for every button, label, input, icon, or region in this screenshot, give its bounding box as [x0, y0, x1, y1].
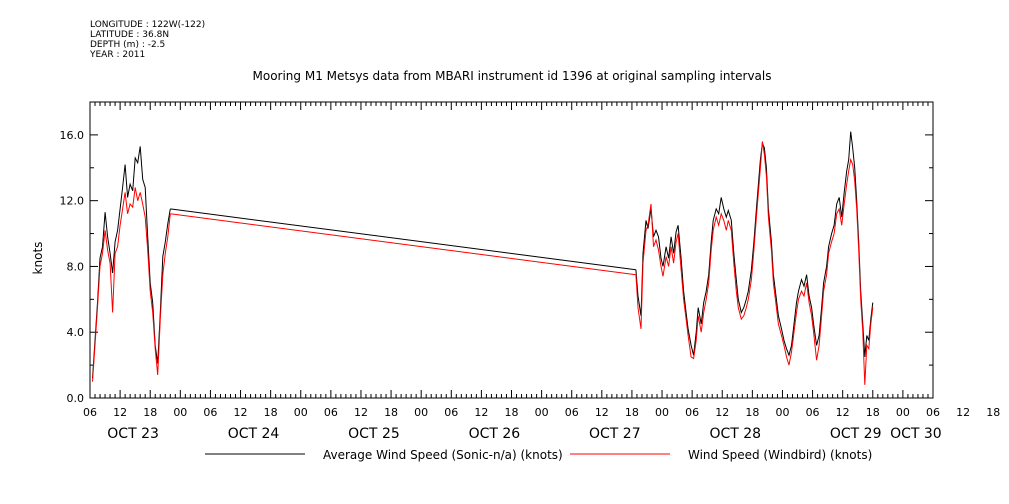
x-tick-label: 18: [745, 406, 759, 419]
latitude-text: LATITUDE : 36.8N: [90, 30, 170, 40]
x-tick-label: 12: [836, 406, 850, 419]
x-tick-label: 00: [896, 406, 910, 419]
x-day-label: OCT 25: [348, 426, 400, 442]
x-tick-label: 18: [143, 406, 157, 419]
series-0-segment-2: [635, 131, 874, 357]
series-0-segment-1: [92, 146, 171, 379]
x-tick-label: 18: [264, 406, 278, 419]
series-1-segment-1: [92, 187, 171, 382]
series-0-gap-line: [170, 208, 636, 271]
x-tick-label: 12: [234, 406, 248, 419]
x-day-label: OCT 26: [469, 426, 521, 442]
series-1-segment-2: [635, 141, 874, 385]
x-tick-label: 06: [203, 406, 217, 419]
x-tick-label: 18: [986, 406, 1000, 419]
x-tick-label: 00: [294, 406, 308, 419]
depth-text: DEPTH (m) : -2.5: [90, 40, 166, 50]
x-tick-label: 06: [926, 406, 940, 419]
x-tick-label: 00: [414, 406, 428, 419]
x-tick-label: 18: [625, 406, 639, 419]
x-tick-label: 06: [444, 406, 458, 419]
x-day-label: OCT 23: [107, 426, 159, 442]
plot-frame: [89, 101, 934, 399]
x-tick-label: 12: [595, 406, 609, 419]
y-tick-label: 4.0: [67, 326, 85, 339]
year-text: YEAR : 2011: [90, 50, 146, 60]
x-tick-label: 18: [384, 406, 398, 419]
x-tick-label: 12: [354, 406, 368, 419]
x-tick-label: 18: [505, 406, 519, 419]
x-tick-label: 00: [173, 406, 187, 419]
longitude-text: LONGITUDE : 122W(-122): [90, 20, 206, 30]
y-tick-label: 16.0: [60, 129, 85, 142]
x-day-label: OCT 28: [709, 426, 761, 442]
x-day-label: OCT 30: [890, 426, 942, 442]
x-tick-label: 12: [113, 406, 127, 419]
x-day-label: OCT 29: [830, 426, 882, 442]
x-day-label: OCT 27: [589, 426, 641, 442]
x-tick-label: 06: [565, 406, 579, 419]
x-tick-label: 06: [806, 406, 820, 419]
x-tick-label: 18: [866, 406, 880, 419]
x-tick-label: 06: [83, 406, 97, 419]
legend-label-windbird: Wind Speed (Windbird) (knots): [688, 448, 872, 462]
y-tick-label: 0.0: [67, 392, 85, 405]
plot-area: 0.0 4.0 8.0 12.0 16.0 06 12 18 00 06 12 18 00 06 12 18 0…: [60, 101, 1000, 442]
x-tick-label: 12: [474, 406, 488, 419]
metadata-block: LONGITUDE : 122W(-122) LATITUDE : 36.8N …: [90, 20, 205, 60]
series-1-gap-line: [170, 213, 636, 276]
x-tick-label: 06: [685, 406, 699, 419]
y-tick-label: 8.0: [67, 260, 85, 273]
x-tick-label: 12: [956, 406, 970, 419]
legend: Average Wind Speed (Sonic-n/a) (knots) W…: [205, 448, 872, 462]
y-axis-label: knots: [31, 242, 45, 275]
y-tick-label: 12.0: [60, 195, 85, 208]
x-tick-label: 06: [324, 406, 338, 419]
x-tick-label: 00: [535, 406, 549, 419]
chart-title: Mooring M1 Metsys data from MBARI instru…: [253, 69, 772, 83]
x-tick-label: 00: [775, 406, 789, 419]
x-day-label: OCT 24: [228, 426, 280, 442]
x-tick-label: 00: [655, 406, 669, 419]
x-tick-label: 12: [715, 406, 729, 419]
legend-label-sonic: Average Wind Speed (Sonic-n/a) (knots): [323, 448, 563, 462]
